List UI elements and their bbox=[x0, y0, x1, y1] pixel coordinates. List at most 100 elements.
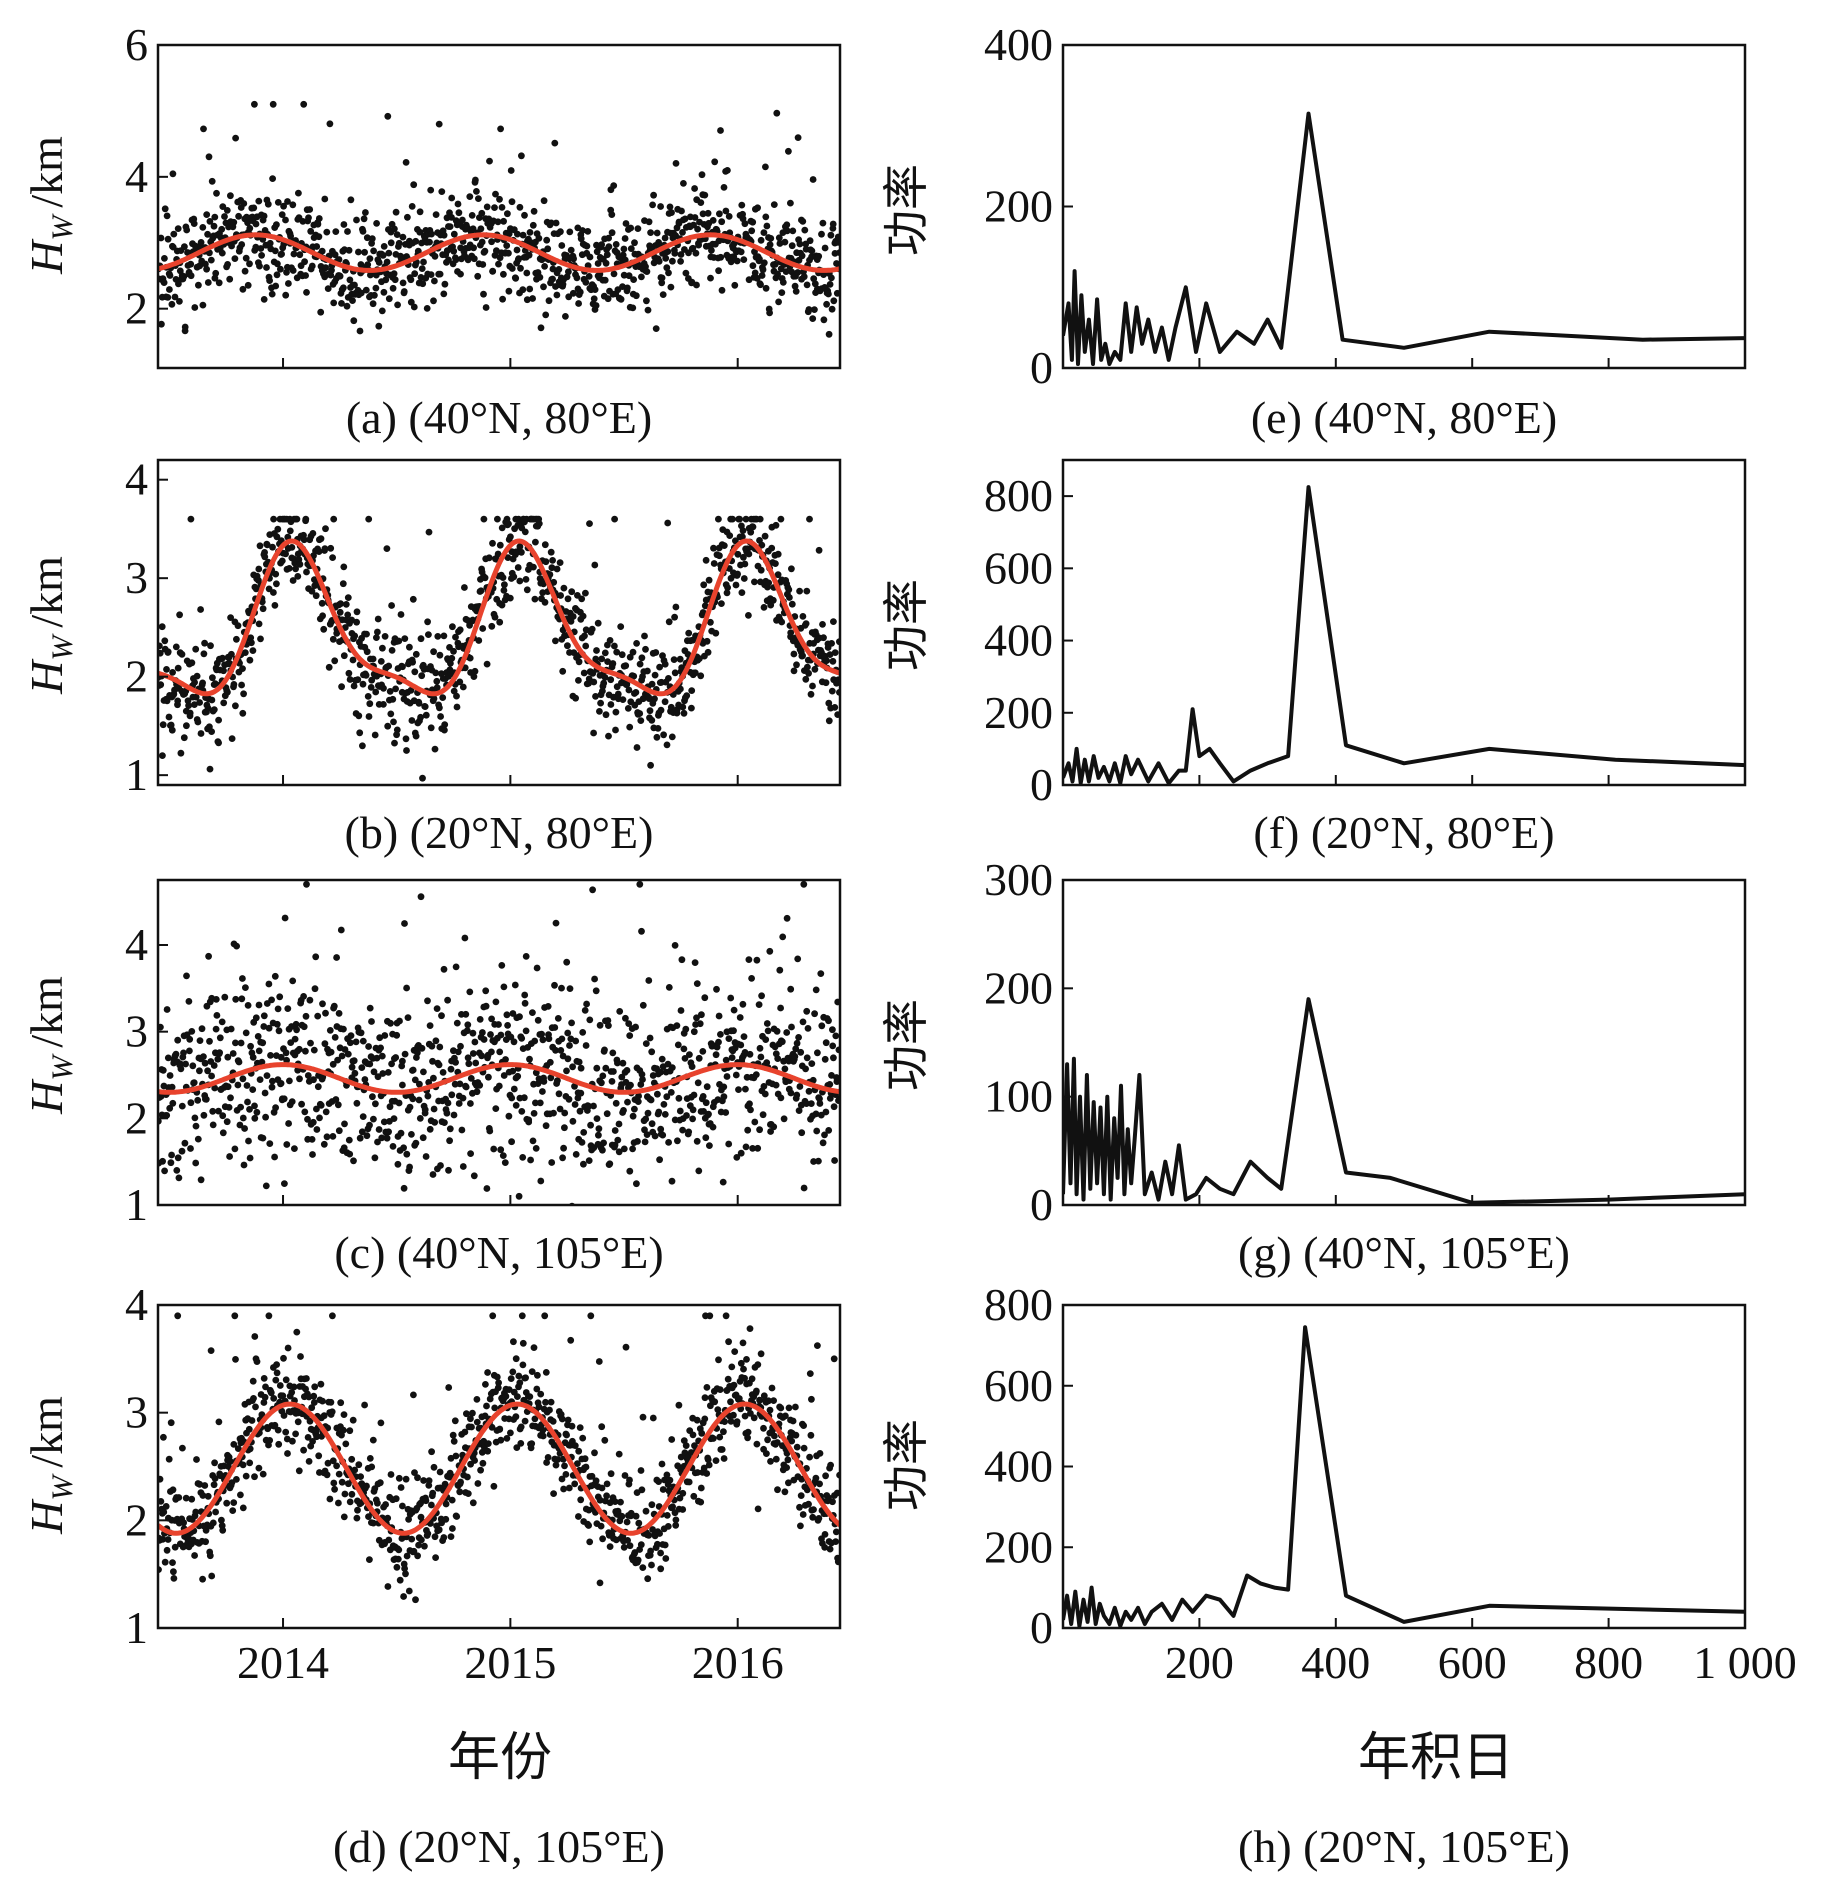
scatter-point bbox=[551, 1024, 559, 1031]
scatter-point bbox=[284, 1005, 292, 1012]
scatter-point bbox=[528, 1440, 536, 1447]
scatter-point bbox=[688, 704, 695, 712]
y-tick-label: 4 bbox=[125, 1279, 148, 1330]
scatter-point bbox=[354, 1506, 361, 1514]
scatter-point bbox=[284, 198, 291, 205]
scatter-point bbox=[452, 1452, 460, 1460]
scatter-point bbox=[561, 1109, 569, 1117]
scatter-point bbox=[561, 1462, 568, 1470]
scatter-point bbox=[158, 234, 165, 242]
scatter-point bbox=[315, 548, 323, 555]
scatter-point bbox=[651, 695, 658, 703]
scatter-point bbox=[282, 216, 289, 224]
scatter-point bbox=[622, 1014, 629, 1022]
scatter-point bbox=[788, 600, 796, 608]
scatter-point bbox=[829, 657, 837, 665]
scatter-point bbox=[663, 264, 671, 272]
scatter-point bbox=[462, 1083, 470, 1091]
scatter-point bbox=[255, 197, 263, 205]
scatter-point bbox=[787, 199, 794, 207]
scatter-point bbox=[265, 980, 273, 988]
scatter-point bbox=[554, 1077, 561, 1084]
scatter-point bbox=[744, 1434, 751, 1442]
scatter-point bbox=[512, 1102, 520, 1109]
scatter-point bbox=[357, 261, 365, 268]
scatter-point bbox=[537, 324, 545, 332]
scatter-point bbox=[249, 1054, 257, 1061]
scatter-point bbox=[761, 532, 769, 540]
scatter-point bbox=[415, 1096, 423, 1104]
scatter-point bbox=[567, 1336, 575, 1344]
scatter-point bbox=[540, 1078, 548, 1085]
scatter-point bbox=[409, 1095, 417, 1103]
scatter-point bbox=[282, 291, 290, 299]
scatter-point bbox=[417, 893, 425, 901]
scatter-point bbox=[425, 1079, 433, 1086]
scatter-point bbox=[365, 713, 373, 720]
scatter-point bbox=[366, 1121, 373, 1129]
scatter-point bbox=[163, 212, 171, 220]
scatter-point bbox=[645, 695, 653, 702]
scatter-point bbox=[556, 559, 564, 566]
scatter-point bbox=[757, 236, 765, 244]
scatter-point bbox=[319, 1397, 326, 1405]
scatter-point bbox=[349, 656, 357, 664]
scatter-point bbox=[833, 1489, 840, 1497]
scatter-point bbox=[439, 694, 447, 701]
scatter-point bbox=[598, 241, 605, 249]
scatter-point bbox=[170, 1575, 178, 1582]
scatter-point bbox=[470, 673, 478, 680]
scatter-point bbox=[543, 1459, 550, 1466]
scatter-point bbox=[795, 1107, 803, 1114]
scatter-point bbox=[374, 1073, 382, 1081]
scatter-point bbox=[206, 1552, 214, 1560]
scatter-point bbox=[664, 1523, 672, 1530]
scatter-point bbox=[394, 1555, 402, 1563]
scatter-point bbox=[720, 1093, 728, 1101]
scatter-point bbox=[364, 261, 372, 268]
scatter-point bbox=[368, 235, 376, 243]
scatter-point bbox=[781, 1065, 789, 1073]
scatter-point bbox=[349, 297, 356, 304]
scatter-point bbox=[342, 601, 350, 608]
scatter-point bbox=[534, 1371, 541, 1379]
scatter-point bbox=[438, 188, 446, 196]
scatter-point bbox=[657, 203, 664, 210]
scatter-point bbox=[677, 1007, 685, 1014]
scatter-point bbox=[530, 1344, 538, 1351]
scatter-point bbox=[810, 1506, 817, 1513]
scatter-point bbox=[705, 1110, 712, 1118]
scatter-point bbox=[242, 1472, 250, 1480]
scatter-point bbox=[831, 1157, 838, 1164]
y-tick-label: 200 bbox=[984, 181, 1053, 232]
scatter-point bbox=[284, 1344, 292, 1352]
scatter-point bbox=[224, 688, 231, 696]
scatter-point bbox=[572, 1151, 580, 1158]
scatter-point bbox=[329, 554, 336, 561]
scatter-point bbox=[359, 1037, 367, 1045]
plot-area-a bbox=[158, 100, 840, 338]
scatter-point bbox=[547, 548, 555, 556]
scatter-point bbox=[215, 739, 223, 747]
scatter-point bbox=[646, 707, 654, 715]
scatter-point bbox=[414, 1552, 421, 1560]
scatter-point bbox=[587, 1312, 595, 1320]
scatter-point bbox=[406, 1103, 414, 1111]
scatter-point bbox=[605, 234, 612, 242]
fit-curve bbox=[158, 232, 840, 273]
scatter-point bbox=[612, 1099, 620, 1107]
y-tick-label: 4 bbox=[125, 454, 148, 505]
scatter-point bbox=[233, 1476, 240, 1483]
scatter-point bbox=[346, 1039, 354, 1047]
scatter-point bbox=[399, 1502, 406, 1510]
scatter-point bbox=[762, 284, 770, 292]
scatter-point bbox=[480, 1036, 488, 1043]
scatter-point bbox=[772, 560, 779, 567]
scatter-point bbox=[233, 942, 241, 950]
scatter-point bbox=[329, 1457, 337, 1465]
scatter-point bbox=[693, 1416, 701, 1424]
scatter-point bbox=[772, 521, 780, 529]
scatter-point bbox=[207, 256, 215, 264]
scatter-point bbox=[319, 1000, 326, 1008]
